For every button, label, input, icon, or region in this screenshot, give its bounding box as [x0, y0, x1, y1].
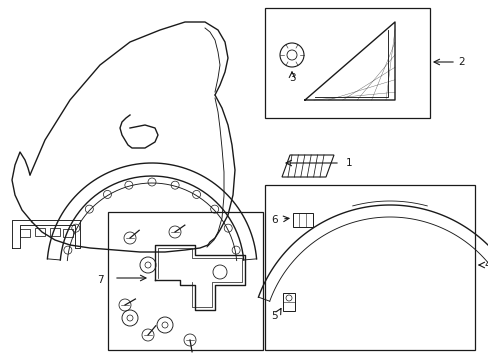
Bar — [264, 185, 474, 350]
Bar — [20, 229, 30, 237]
Bar — [264, 8, 429, 118]
Bar — [283, 293, 294, 311]
Text: 6: 6 — [271, 215, 278, 225]
Bar — [35, 228, 45, 236]
Bar — [63, 229, 73, 237]
Text: 3: 3 — [288, 73, 295, 83]
Text: 1: 1 — [346, 158, 352, 168]
Bar — [292, 213, 312, 227]
Bar — [108, 212, 263, 350]
Text: 5: 5 — [271, 311, 278, 321]
Text: 7: 7 — [97, 275, 104, 285]
Text: 4: 4 — [483, 260, 488, 270]
Text: 2: 2 — [457, 57, 464, 67]
Bar — [50, 228, 60, 236]
